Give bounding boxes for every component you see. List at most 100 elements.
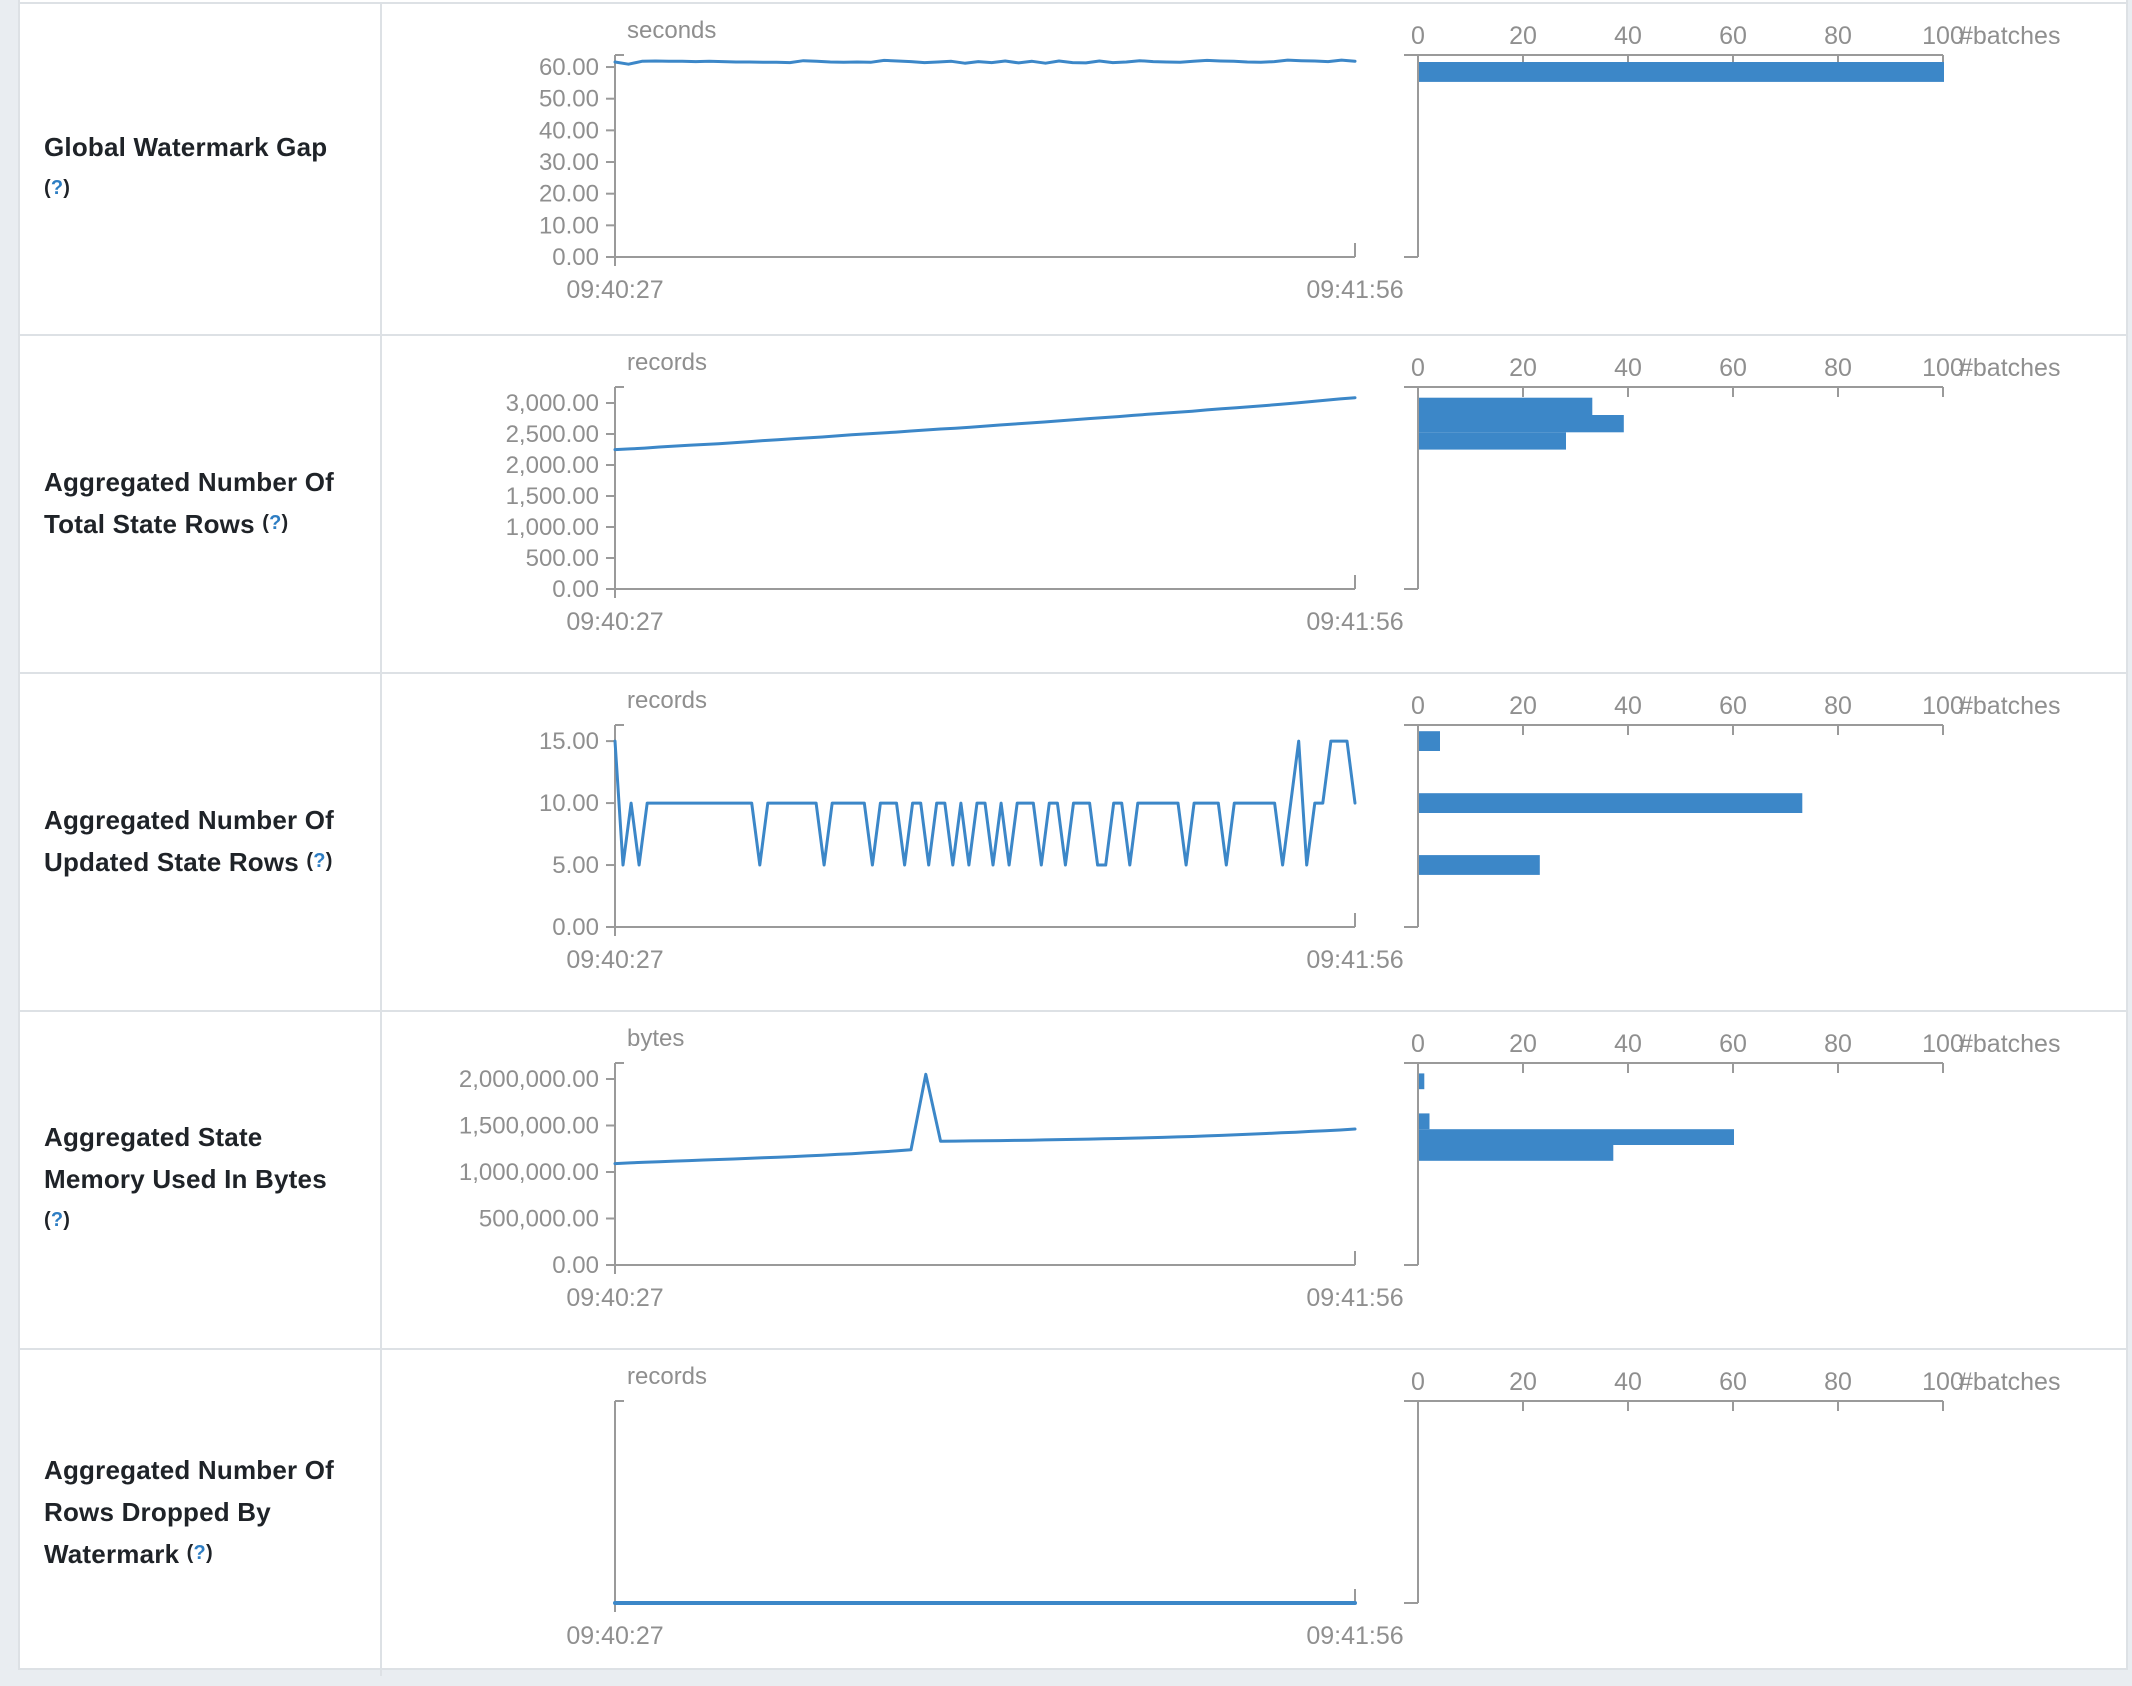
histogram-tick-label: 60 bbox=[1719, 22, 1747, 50]
help-open-paren: ( bbox=[44, 176, 51, 199]
metric-title-help-line: (?) bbox=[44, 168, 364, 213]
x-axis-end-time: 09:41:56 bbox=[1306, 1622, 1403, 1650]
value-histogram: 0 20 40 60 80 100#batches bbox=[1404, 354, 2060, 590]
metric-timeline-line bbox=[613, 58, 1357, 66]
y-tick-label: 40.00 bbox=[539, 117, 599, 144]
metric-charts-cell: records 15.00 10.00 5.00 0.00 09:40:27 09:41:5… bbox=[382, 674, 2126, 1010]
timeline-y-axis bbox=[614, 54, 624, 266]
y-tick-label: 60.00 bbox=[539, 54, 599, 81]
histogram-tick-label: 0 bbox=[1411, 692, 1425, 720]
help-open-paren: ( bbox=[186, 1541, 194, 1564]
histogram-unit-label: #batches bbox=[1959, 22, 2060, 50]
histogram-tick-label: 40 bbox=[1614, 22, 1642, 50]
histogram-bar bbox=[1419, 62, 1944, 82]
histogram-bar bbox=[1419, 1073, 1425, 1090]
histogram-tick-label: 20 bbox=[1509, 1030, 1537, 1058]
help-link[interactable]: (?) bbox=[306, 847, 332, 877]
y-tick-label: 2,500.00 bbox=[506, 421, 599, 448]
y-tick-label: 1,500.00 bbox=[506, 483, 599, 510]
help-question-icon[interactable]: ? bbox=[193, 1541, 206, 1564]
metric-title-cell: Aggregated Number Of Total State Rows (?) bbox=[20, 336, 382, 672]
metric-title-text: Rows Dropped By bbox=[44, 1496, 271, 1527]
y-tick-label: 0.00 bbox=[552, 244, 599, 271]
timeline-chart: records 3,000.00 2,500.00 2,000.00 1,500.00 1… bbox=[506, 349, 1404, 636]
histogram-tick-label: 80 bbox=[1824, 1030, 1852, 1058]
timeline-unit-label: bytes bbox=[627, 1025, 684, 1052]
y-tick-label: 15.00 bbox=[539, 728, 599, 755]
histogram-tick-label: 0 bbox=[1411, 1368, 1425, 1396]
x-axis-end-time: 09:41:56 bbox=[1306, 946, 1403, 974]
timeline-unit-label: records bbox=[627, 687, 707, 714]
histogram-bar bbox=[1419, 855, 1540, 875]
histogram-y-axis bbox=[1404, 1063, 1419, 1266]
streaming-statistics-table: Global Watermark Gap (?) seconds 60.00 50.00… bbox=[18, 0, 2128, 1676]
histogram-bar bbox=[1419, 1145, 1614, 1161]
metric-title-text: Watermark bbox=[44, 1538, 180, 1569]
help-close-paren: ) bbox=[205, 1541, 213, 1564]
histogram-tick-label: 80 bbox=[1824, 22, 1852, 50]
value-histogram: 0 20 40 60 80 100#batches bbox=[1404, 692, 2060, 928]
y-tick-label: 10.00 bbox=[539, 212, 599, 239]
value-histogram: 0 20 40 60 80 100#batches bbox=[1404, 1368, 2060, 1604]
histogram-y-axis bbox=[1404, 387, 1419, 590]
metric-row-4: Aggregated State Memory Used In Bytes (?) b… bbox=[20, 1010, 2126, 1348]
row-charts-svg: records 15.00 10.00 5.00 0.00 09:40:27 09:41:5… bbox=[539, 687, 2061, 974]
y-tick-label: 10.00 bbox=[539, 790, 599, 817]
histogram-bar bbox=[1419, 415, 1624, 433]
metric-title-text: Memory Used In Bytes bbox=[44, 1163, 327, 1194]
help-question-icon[interactable]: ? bbox=[50, 176, 64, 199]
help-question-icon[interactable]: ? bbox=[50, 1208, 64, 1231]
y-tick-label: 1,500,000.00 bbox=[459, 1112, 599, 1139]
help-close-paren: ) bbox=[63, 1208, 71, 1231]
help-link[interactable]: (?) bbox=[262, 509, 288, 539]
value-histogram: 0 20 40 60 80 100#batches bbox=[1404, 22, 2060, 258]
metric-title-text: Aggregated Number Of bbox=[44, 1454, 335, 1485]
x-axis-start-time: 09:40:27 bbox=[566, 608, 663, 636]
help-open-paren: ( bbox=[44, 1208, 51, 1231]
histogram-tick-label: 80 bbox=[1824, 354, 1852, 382]
metric-charts-cell: seconds 60.00 50.00 40.00 30.00 20.00 10.00 0.0… bbox=[382, 4, 2126, 334]
y-tick-label: 500.00 bbox=[526, 545, 599, 572]
timeline-chart: records 15.00 10.00 5.00 0.00 09:40:27 09:41:5… bbox=[539, 687, 1404, 974]
metric-row-3: Aggregated Number Of Updated State Rows (… bbox=[20, 672, 2126, 1010]
histogram-bar bbox=[1419, 397, 1593, 415]
histogram-tick-label: 60 bbox=[1719, 354, 1747, 382]
metric-row-5: Aggregated Number Of Rows Dropped By Water… bbox=[20, 1348, 2126, 1676]
y-tick-label: 0.00 bbox=[552, 1252, 599, 1279]
metric-title-line: Total State Rows (?) bbox=[44, 503, 364, 548]
help-link[interactable]: (?) bbox=[187, 1539, 213, 1569]
histogram-y-axis bbox=[1404, 725, 1419, 928]
timeline-chart: seconds 60.00 50.00 40.00 30.00 20.00 10.00 0.0… bbox=[539, 17, 1404, 304]
histogram-tick-label: 60 bbox=[1719, 1368, 1747, 1396]
metric-title-line: Rows Dropped By bbox=[44, 1491, 364, 1533]
timeline-chart: bytes 2,000,000.00 1,500,000.00 1,000,000.0… bbox=[459, 1025, 1404, 1312]
histogram-bar bbox=[1419, 432, 1566, 450]
metric-title-line: Global Watermark Gap bbox=[44, 126, 364, 168]
help-question-icon[interactable]: ? bbox=[313, 849, 326, 872]
x-axis-start-time: 09:40:27 bbox=[566, 1284, 663, 1312]
metric-title-line: Aggregated Number Of bbox=[44, 1449, 364, 1491]
metric-title-line: Aggregated State bbox=[44, 1116, 364, 1158]
timeline-unit-label: records bbox=[627, 349, 707, 376]
histogram-tick-label: 40 bbox=[1614, 1368, 1642, 1396]
help-open-paren: ( bbox=[306, 849, 314, 872]
y-tick-label: 20.00 bbox=[539, 181, 599, 208]
histogram-unit-label: #batches bbox=[1959, 1030, 2060, 1058]
metric-charts-cell: records 3,000.00 2,500.00 2,000.00 1,500.00 1… bbox=[382, 336, 2126, 672]
help-link[interactable]: (?) bbox=[44, 1206, 70, 1236]
metric-timeline-line bbox=[613, 1072, 1357, 1166]
histogram-unit-label: #batches bbox=[1959, 1368, 2060, 1396]
timeline-unit-label: seconds bbox=[627, 17, 716, 44]
help-question-icon[interactable]: ? bbox=[269, 511, 282, 534]
help-link[interactable]: (?) bbox=[44, 174, 70, 204]
histogram-tick-label: 100 bbox=[1922, 1368, 1964, 1396]
timeline-y-axis bbox=[614, 1062, 624, 1274]
histogram-tick-label: 80 bbox=[1824, 1368, 1852, 1396]
histogram-unit-label: #batches bbox=[1959, 692, 2060, 720]
histogram-tick-label: 80 bbox=[1824, 692, 1852, 720]
metric-title-cell: Global Watermark Gap (?) bbox=[20, 4, 382, 334]
histogram-tick-label: 100 bbox=[1922, 22, 1964, 50]
row-charts-svg: bytes 2,000,000.00 1,500,000.00 1,000,000.0… bbox=[459, 1025, 2061, 1312]
y-tick-label: 0.00 bbox=[552, 576, 599, 603]
metric-timeline-line bbox=[613, 396, 1357, 452]
